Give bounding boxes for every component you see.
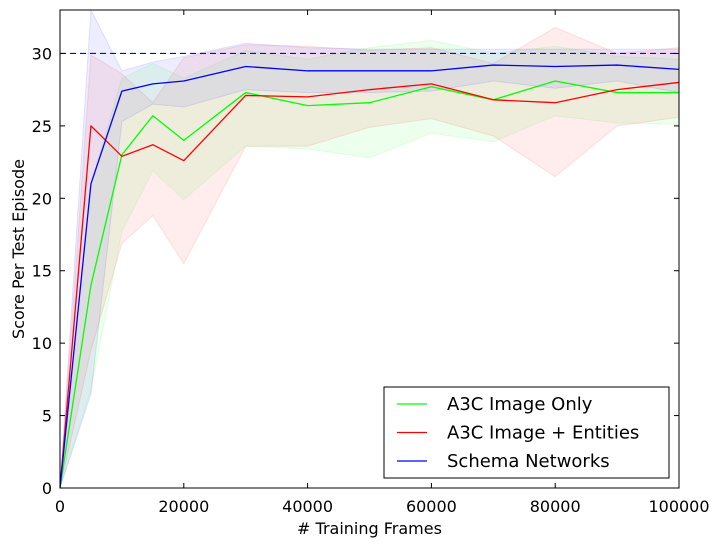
a3c-image-entities-band (60, 26, 679, 488)
x-tick-label: 80000 (530, 497, 581, 516)
y-tick-label: 0 (42, 479, 52, 498)
a3c-image-only-line (60, 80, 679, 488)
series-lines (60, 64, 679, 488)
confidence-bands (60, 10, 679, 488)
legend: A3C Image Only A3C Image + Entities Schema… (383, 386, 670, 479)
schema-networks-band (60, 10, 679, 488)
plot-frame (59, 9, 680, 489)
legend-box (383, 386, 670, 479)
y-axis-label: Score Per Test Episode (9, 159, 28, 339)
x-tick-label: 60000 (406, 497, 457, 516)
x-tick-label: 20000 (158, 497, 209, 516)
a3c-image-entities-line (60, 81, 679, 488)
y-tick-label: 15 (32, 262, 52, 281)
y-tick-label: 25 (32, 117, 52, 136)
axis-ticks: 0 20000 40000 60000 80000 100000 0 5 10 15 20 25 30 (32, 10, 710, 516)
y-tick-label: 10 (32, 334, 52, 353)
schema-networks-legend-label: Schema Networks (447, 451, 610, 472)
y-tick-label: 30 (32, 44, 52, 63)
x-tick-label: 100000 (648, 497, 709, 516)
x-tick-label: 0 (55, 497, 65, 516)
x-axis-label: # Training Frames (297, 519, 442, 538)
schema-networks-line (60, 64, 679, 488)
a3c-image-entities-legend-label: A3C Image + Entities (447, 423, 639, 444)
a3c-image-only-band (60, 39, 679, 488)
y-tick-label: 5 (42, 407, 52, 426)
x-tick-label: 40000 (282, 497, 333, 516)
a3c-image-only-legend-label: A3C Image Only (447, 394, 593, 415)
y-tick-label: 20 (32, 189, 52, 208)
